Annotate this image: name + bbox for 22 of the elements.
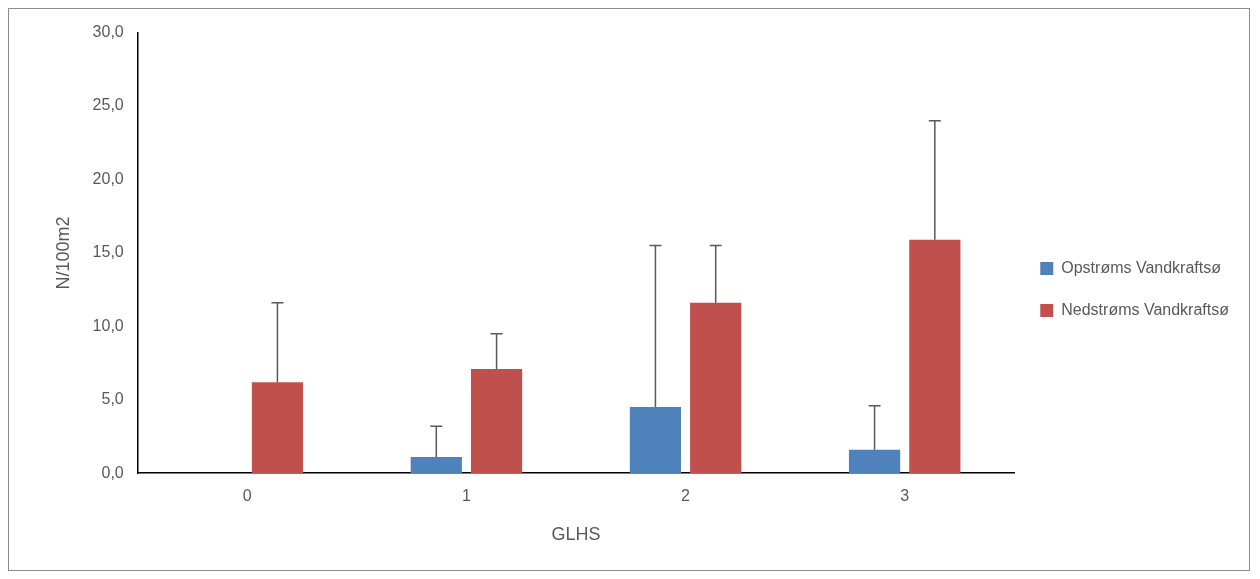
y-tick-label: 5,0 bbox=[101, 390, 124, 408]
bar bbox=[690, 302, 742, 474]
y-tick-label: 25,0 bbox=[92, 96, 124, 114]
y-tick-label: 20,0 bbox=[92, 169, 124, 187]
bar bbox=[251, 382, 304, 474]
x-tick-label: 1 bbox=[461, 487, 471, 505]
bar bbox=[629, 407, 682, 474]
x-tick-label: 3 bbox=[900, 487, 910, 505]
bar bbox=[909, 239, 961, 474]
y-axis-title: N/100m2 bbox=[52, 216, 73, 290]
y-tick-label: 0,0 bbox=[101, 463, 124, 481]
bar bbox=[410, 457, 462, 474]
legend-label: Nedstrøms Vandkraftsø bbox=[1061, 300, 1230, 318]
legend-label: Opstrøms Vandkraftsø bbox=[1061, 258, 1222, 276]
bar bbox=[848, 449, 901, 474]
x-tick-label: 2 bbox=[681, 487, 691, 505]
y-tick-label: 30,0 bbox=[92, 23, 124, 41]
x-axis-title: GLHS bbox=[551, 524, 601, 545]
y-tick-label: 10,0 bbox=[92, 316, 124, 334]
bar bbox=[470, 368, 523, 474]
x-tick-label: 0 bbox=[242, 487, 252, 505]
y-tick-label: 15,0 bbox=[92, 243, 124, 261]
